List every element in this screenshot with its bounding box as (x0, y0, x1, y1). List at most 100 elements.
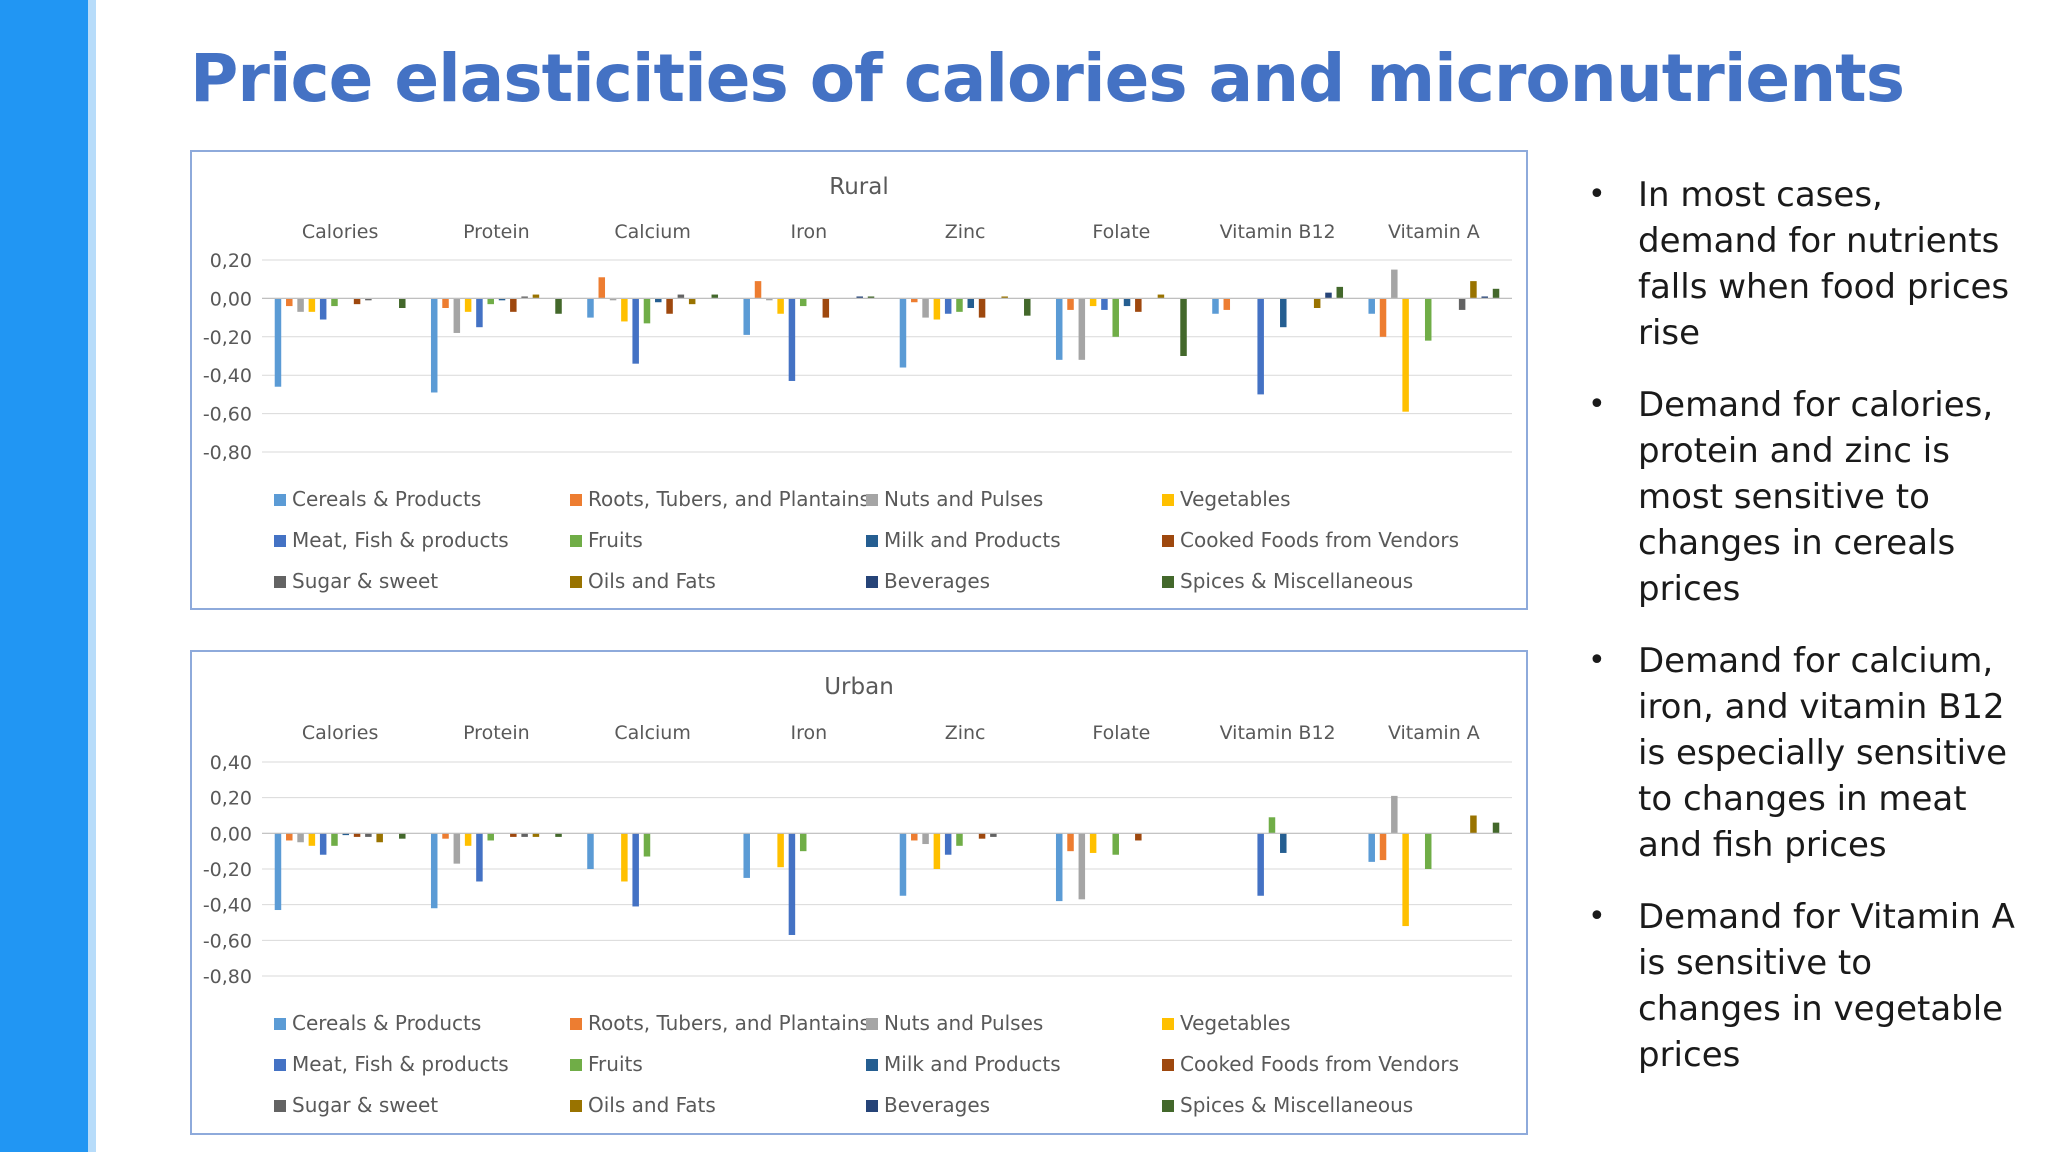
legend-swatch (866, 576, 878, 588)
bar (1402, 833, 1409, 927)
bar (777, 298, 784, 314)
bar (632, 833, 639, 907)
side-accent-bar (0, 0, 88, 1152)
bar (632, 298, 639, 364)
bar (922, 833, 929, 845)
bar (487, 833, 494, 841)
legend-label: Meat, Fish & products (292, 528, 509, 552)
bar (430, 833, 438, 909)
bar (1336, 286, 1344, 299)
bar (688, 298, 696, 305)
bar (399, 833, 406, 839)
bar (1313, 298, 1321, 308)
y-tick-label: 0,00 (210, 823, 252, 845)
y-tick-label: -0,40 (203, 365, 252, 387)
bar (967, 298, 975, 308)
bar (453, 298, 461, 333)
bullet-text: Demand for calcium, iron, and vitamin B1… (1638, 641, 2008, 865)
bar (1379, 298, 1387, 337)
legend-label: Beverages (884, 1093, 990, 1117)
bullet-dot-icon: • (1588, 899, 1606, 934)
bar (319, 833, 327, 855)
y-tick-label: -0,60 (203, 930, 252, 952)
bar (510, 833, 517, 837)
legend-swatch (570, 576, 582, 588)
bar (621, 298, 628, 322)
legend-label: Cooked Foods from Vendors (1180, 1052, 1459, 1076)
y-tick-label: 0,20 (210, 788, 252, 810)
legend-swatch (866, 535, 878, 547)
bar (510, 298, 517, 312)
bar (643, 298, 651, 324)
legend-swatch (1162, 494, 1174, 506)
bar (899, 298, 907, 368)
bar (956, 298, 963, 312)
bullet-text: Demand for calories, protein and zinc is… (1638, 385, 1994, 609)
bar (1379, 833, 1387, 861)
bar (1123, 298, 1131, 307)
bar (1078, 298, 1086, 360)
bar (399, 298, 406, 308)
bar (743, 833, 750, 878)
y-tick-label: -0,80 (203, 442, 252, 464)
bar (555, 298, 562, 314)
bar (532, 294, 540, 299)
bar (933, 298, 941, 320)
category-label: Calories (302, 221, 379, 243)
bar (1280, 833, 1287, 853)
bar (856, 296, 863, 299)
bar (464, 298, 472, 312)
chart-title: Rural (829, 174, 888, 200)
y-tick-label: -0,20 (203, 327, 252, 349)
bar (1157, 294, 1165, 299)
category-label: Calcium (614, 221, 690, 243)
bar (365, 298, 372, 301)
bar (621, 833, 628, 882)
bar (766, 298, 773, 301)
bar (1180, 298, 1187, 356)
bar (1223, 298, 1231, 310)
chart-title: Urban (824, 674, 894, 700)
bar (498, 298, 506, 301)
bar (788, 833, 796, 935)
bar (1089, 298, 1097, 307)
legend-label: Oils and Fats (588, 569, 716, 593)
bullet-item: • Demand for calories, protein and zinc i… (1580, 382, 2020, 612)
y-tick-label: -0,40 (203, 895, 252, 917)
category-label: Protein (463, 221, 530, 243)
bar (1368, 298, 1375, 314)
bar (1135, 298, 1142, 312)
urban-chart-svg: Urban 0,40 0,20 0,00 -0,20 -0,40 -0,60 -0,80 Cal… (203, 674, 1512, 1117)
legend-label: Meat, Fish & products (292, 1052, 509, 1076)
bar (342, 833, 350, 836)
slide-title: Price elasticities of calories and micro… (190, 40, 1905, 117)
legend-swatch (570, 1100, 582, 1112)
bar (1492, 288, 1500, 299)
legend-label: Oils and Fats (588, 1093, 716, 1117)
bar (911, 298, 918, 303)
bullet-list: • In most cases, demand for nutrients fal… (1580, 172, 2020, 1104)
bar (1024, 298, 1031, 316)
bar (609, 298, 617, 301)
bar (476, 298, 483, 328)
bar (1212, 298, 1219, 314)
legend-swatch (274, 576, 286, 588)
bar (442, 298, 449, 308)
category-label: Vitamin B12 (1220, 221, 1336, 243)
bar (1135, 833, 1142, 841)
legend-swatch (866, 1018, 878, 1030)
bar (655, 298, 662, 303)
bullet-text: Demand for Vitamin A is sensitive to cha… (1638, 897, 2015, 1075)
bar (464, 833, 472, 846)
legend-swatch (1162, 1100, 1174, 1112)
bar (487, 298, 494, 305)
y-tick-label: -0,60 (203, 404, 252, 426)
legend-swatch (866, 494, 878, 506)
bar (430, 298, 438, 393)
bar (319, 298, 327, 320)
bar (1112, 298, 1119, 337)
bar (922, 298, 929, 318)
legend-label: Sugar & sweet (292, 569, 438, 593)
bar (1481, 296, 1488, 299)
legend-label: Beverages (884, 569, 990, 593)
